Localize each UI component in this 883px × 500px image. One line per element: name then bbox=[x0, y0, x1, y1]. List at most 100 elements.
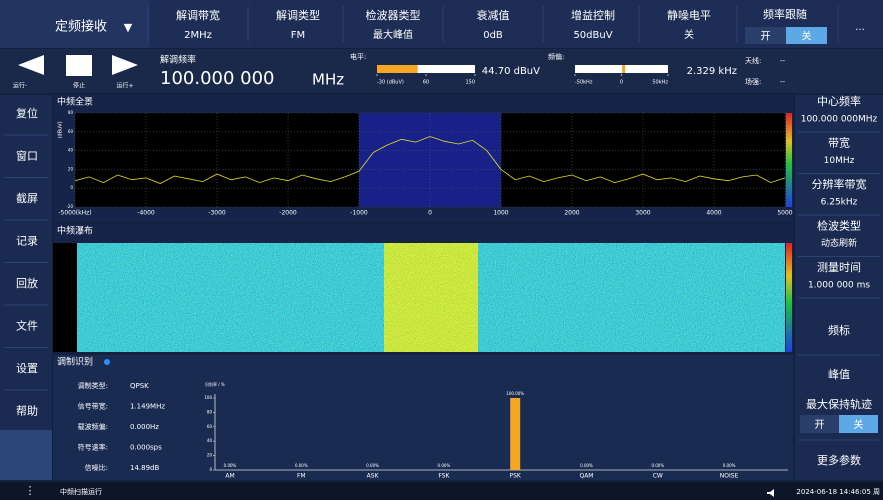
setting-value[interactable]: 动态刷新 bbox=[821, 237, 857, 249]
info-label: 信噪比: bbox=[85, 463, 108, 472]
waterfall-blank bbox=[53, 243, 77, 352]
field-value: -- bbox=[780, 78, 786, 86]
meter-tick-label: 0 bbox=[620, 80, 623, 86]
more-params-button[interactable]: 更多参数 bbox=[817, 453, 861, 467]
sidebar-button[interactable]: 记录 bbox=[16, 235, 38, 248]
status-bar bbox=[0, 482, 883, 500]
param-label[interactable]: 衰减值 bbox=[477, 8, 510, 22]
sidebar-button[interactable]: 截屏 bbox=[16, 191, 38, 205]
highlight-band bbox=[359, 113, 501, 207]
more-button[interactable]: ··· bbox=[855, 25, 865, 36]
sidebar-button[interactable]: 窗口 bbox=[16, 149, 38, 163]
y-tick-label: -20 bbox=[66, 204, 73, 209]
param-value[interactable]: 50dBuV bbox=[573, 30, 612, 41]
stop-button[interactable] bbox=[66, 55, 92, 76]
waterfall-signal bbox=[384, 243, 478, 352]
toggle-off-label[interactable]: 关 bbox=[802, 30, 812, 43]
param-value[interactable]: 0dB bbox=[483, 30, 503, 41]
antenna-value: -- bbox=[780, 57, 786, 65]
setting-value[interactable]: 6.25kHz bbox=[821, 198, 858, 208]
param-label[interactable]: 解调类型 bbox=[276, 8, 320, 22]
param-label[interactable]: 解调带宽 bbox=[176, 8, 220, 22]
param-label[interactable]: 增益控制 bbox=[571, 8, 615, 22]
y-tick-label: 80 bbox=[68, 110, 74, 115]
color-scale bbox=[786, 243, 792, 352]
meter-tick-label: 50kHz bbox=[652, 80, 668, 86]
info-label: 信号带宽: bbox=[78, 402, 108, 411]
sidebar-button[interactable]: 设置 bbox=[16, 362, 38, 375]
panel-title: 中频瀑布 bbox=[57, 225, 93, 237]
param-value[interactable]: 2MHz bbox=[184, 30, 212, 41]
param-value[interactable]: 关 bbox=[684, 28, 694, 41]
y-tick-label: 60 bbox=[207, 424, 213, 429]
x-tick-label: -4000 bbox=[137, 210, 155, 217]
sidebar-button[interactable]: 文件 bbox=[16, 319, 38, 333]
toggle-off-label[interactable]: 关 bbox=[854, 418, 864, 431]
sidebar-button[interactable]: 帮助 bbox=[16, 404, 38, 418]
meter-fill bbox=[377, 65, 418, 73]
meter-value: 2.329 kHz bbox=[687, 66, 737, 77]
antenna-label: 天线: bbox=[745, 56, 761, 65]
param-value[interactable]: 最大峰值 bbox=[373, 28, 413, 41]
value-label: 0.00% bbox=[580, 463, 593, 468]
toggle-on-label[interactable]: 开 bbox=[761, 32, 771, 43]
setting-label[interactable]: 中心频率 bbox=[817, 94, 861, 108]
meter-tick-label: -50kHz bbox=[575, 80, 593, 86]
value-label: 0.00% bbox=[224, 463, 237, 468]
demod-label: 解调频率 bbox=[160, 54, 196, 66]
y-tick-label: 40 bbox=[68, 148, 74, 153]
setting-value[interactable]: 100.000 000MHz bbox=[801, 115, 878, 125]
setting-label[interactable]: 带宽 bbox=[828, 136, 850, 150]
x-tick-label: PSK bbox=[510, 473, 522, 480]
y-tick-label: 80 bbox=[207, 409, 213, 414]
x-tick-label: -2000 bbox=[279, 210, 297, 217]
x-tick-label: 1000 bbox=[493, 210, 508, 217]
left-sidebar-bottom bbox=[0, 430, 52, 480]
menu-button[interactable]: ⋮ bbox=[25, 484, 36, 497]
setting-label[interactable]: 检波类型 bbox=[817, 219, 861, 233]
mode[interactable]: 定频接收 bbox=[55, 19, 107, 35]
param-value[interactable]: FM bbox=[291, 30, 305, 41]
setting-label[interactable]: 分辨率带宽 bbox=[812, 177, 867, 191]
page: 定频接收 ▼ 解调带宽 2MHz 解调类型 FM 检波器类型最大峰值 衰减值 0dB 增益控制 50… bbox=[0, 0, 883, 500]
panel-title: 调制识别 bbox=[57, 356, 93, 368]
info-value: QPSK bbox=[130, 382, 149, 390]
info-label: 符号速率: bbox=[78, 443, 108, 452]
run-plus-label: 运行+ bbox=[116, 82, 133, 90]
setting-value[interactable]: 1.000 000 ms bbox=[808, 281, 870, 291]
x-tick-label: AM bbox=[225, 473, 234, 480]
param-label[interactable]: 检波器类型 bbox=[366, 8, 421, 22]
color-scale bbox=[786, 113, 792, 207]
field-label: 场强: bbox=[745, 77, 761, 86]
x-tick-label: -1000 bbox=[350, 210, 368, 217]
x-tick-label: ASK bbox=[367, 473, 380, 480]
status-dot bbox=[104, 359, 110, 365]
setting-label[interactable]: 测量时间 bbox=[817, 261, 861, 274]
sidebar-button[interactable]: 复位 bbox=[16, 106, 38, 120]
sidebar-button[interactable]: 回放 bbox=[16, 276, 38, 290]
info-value: 0.000sps bbox=[130, 444, 162, 452]
value-label: 0.00% bbox=[723, 463, 736, 468]
marker-button[interactable]: 频标 bbox=[828, 323, 850, 337]
value-label: 0.00% bbox=[438, 463, 451, 468]
toggle-on-label[interactable]: 开 bbox=[815, 420, 825, 431]
y-axis-label: (dBuV) bbox=[58, 121, 64, 138]
x-tick-label: FSK bbox=[438, 473, 450, 480]
setting-value[interactable]: 10MHz bbox=[824, 156, 855, 166]
run-minus-label: 运行- bbox=[13, 82, 27, 90]
status-state: 中频扫描运行 bbox=[60, 487, 102, 496]
y-tick-label: 100 bbox=[204, 395, 212, 400]
x-tick-label: NOISE bbox=[720, 473, 739, 480]
status-time: 2024-06-18 14:46:05 周 bbox=[796, 488, 880, 496]
param-label[interactable]: 静噪电平 bbox=[667, 8, 711, 22]
meter-value: 44.70 dBuV bbox=[482, 66, 540, 77]
peak-button[interactable]: 峰值 bbox=[828, 368, 850, 381]
info-label: 调制类型: bbox=[78, 381, 108, 390]
y-axis-label: 识别率 / % bbox=[205, 381, 225, 387]
value-label: 0.00% bbox=[295, 463, 308, 468]
x-tick-label: -5000(kHz) bbox=[58, 210, 91, 217]
panel-title: 中频全景 bbox=[57, 96, 93, 108]
dropdown[interactable]: ▼ bbox=[124, 21, 133, 34]
demod-value: 100.000 000 bbox=[160, 68, 275, 89]
x-tick-label: 5000 bbox=[777, 210, 792, 217]
